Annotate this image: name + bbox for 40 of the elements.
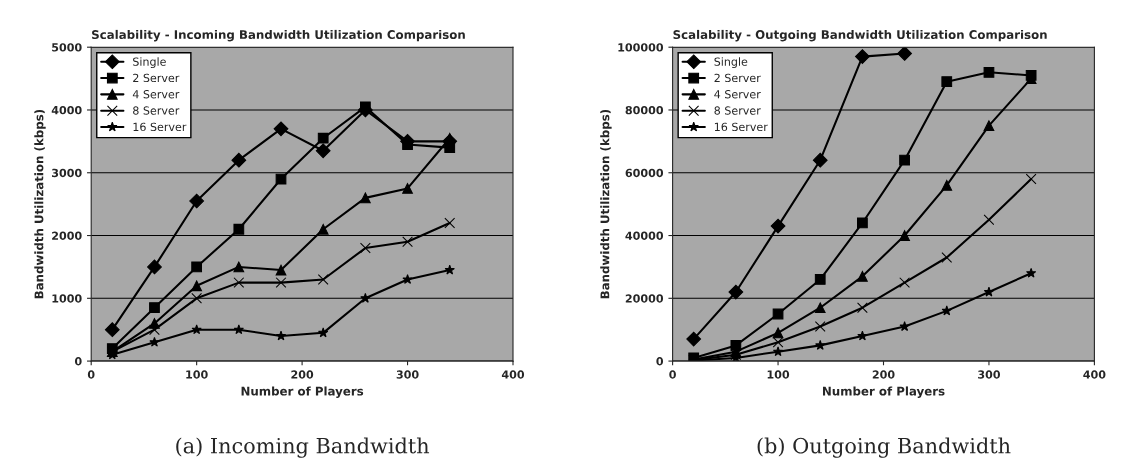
x-tick-label: 200	[291, 370, 314, 379]
legend-label: 2 Server	[133, 73, 180, 83]
y-axis-title: Bandwidth Utilization (kbps)	[34, 109, 46, 299]
x-axis-title: Number of Players	[241, 386, 364, 398]
x-tick-label: 100	[186, 370, 208, 379]
y-tick-label: 40000	[625, 231, 664, 240]
y-tick-label: 80000	[625, 105, 664, 115]
y-tick-label: 4000	[51, 105, 82, 115]
x-tick-label: 400	[1083, 370, 1106, 379]
legend-label: 8 Server	[133, 106, 180, 115]
legend-label: Single	[133, 57, 166, 68]
x-tick-label: 300	[978, 370, 1001, 379]
y-tick-label: 2000	[52, 231, 82, 240]
legend-label: 4 Server	[714, 90, 761, 99]
y-tick-label: 5000	[52, 43, 82, 52]
text: (a) Incoming Bandwidth	[176, 437, 430, 458]
legend-label: Single	[714, 57, 748, 68]
y-tick-label: 20000	[625, 294, 664, 303]
legend-label: 16 Server	[714, 122, 768, 132]
y-tick-label: 0	[74, 357, 82, 366]
x-tick-label: 0	[669, 370, 676, 379]
y-tick-label: 1000	[52, 294, 82, 303]
y-tick-label: 0	[656, 357, 664, 366]
legend-label: 8 Server	[714, 106, 761, 115]
x-tick-label: 300	[396, 370, 419, 379]
y-tick-label: 100000	[618, 43, 664, 52]
y-tick-label: 60000	[625, 168, 664, 178]
chart-title: Scalability - Outgoing Bandwidth Utilization Comparison	[673, 29, 1047, 42]
x-tick-label: 400	[501, 370, 525, 379]
text: (b) Outgoing Bandwidth	[757, 437, 1011, 458]
x-axis-title: Number of Players	[822, 386, 945, 398]
y-axis-title: Bandwidth Utilization (kbps)	[600, 109, 612, 299]
x-tick-label: 0	[87, 370, 95, 379]
x-tick-label: 200	[872, 370, 895, 379]
legend-label: 4 Server	[132, 90, 180, 99]
legend-label: 2 Server	[714, 73, 761, 83]
legend-label: 16 Server	[133, 122, 187, 132]
chart-title: Scalability - Incoming Bandwidth Utilization Comparison	[92, 29, 465, 42]
x-tick-label: 100	[767, 370, 790, 379]
y-tick-label: 3000	[51, 168, 82, 178]
